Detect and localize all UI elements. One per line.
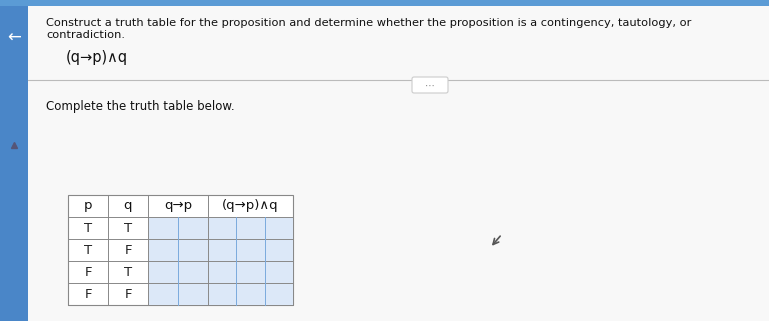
Text: F: F xyxy=(125,288,131,300)
Text: F: F xyxy=(85,288,92,300)
Text: (q→p)∧q: (q→p)∧q xyxy=(66,50,128,65)
Bar xyxy=(148,262,208,282)
Bar xyxy=(148,283,208,305)
Text: Construct a truth table for the proposition and determine whether the propositio: Construct a truth table for the proposit… xyxy=(46,18,691,28)
Bar xyxy=(148,218,208,239)
Text: T: T xyxy=(84,221,92,235)
Text: ←: ← xyxy=(7,29,21,47)
Bar xyxy=(148,239,208,261)
Text: p: p xyxy=(84,199,92,213)
Bar xyxy=(208,262,292,282)
Text: ⋯: ⋯ xyxy=(425,81,435,91)
Text: q→p: q→p xyxy=(164,199,192,213)
Text: q: q xyxy=(124,199,132,213)
FancyBboxPatch shape xyxy=(412,77,448,93)
Text: F: F xyxy=(125,244,131,256)
Bar xyxy=(208,218,292,239)
Bar xyxy=(0,0,28,321)
Text: (q→p)∧q: (q→p)∧q xyxy=(222,199,279,213)
Text: T: T xyxy=(124,221,132,235)
Text: F: F xyxy=(85,265,92,279)
Bar xyxy=(68,195,293,305)
Bar xyxy=(208,283,292,305)
Text: Complete the truth table below.: Complete the truth table below. xyxy=(46,100,235,113)
Bar xyxy=(208,239,292,261)
Text: T: T xyxy=(124,265,132,279)
Bar xyxy=(0,0,769,6)
Text: T: T xyxy=(84,244,92,256)
Text: contradiction.: contradiction. xyxy=(46,30,125,40)
